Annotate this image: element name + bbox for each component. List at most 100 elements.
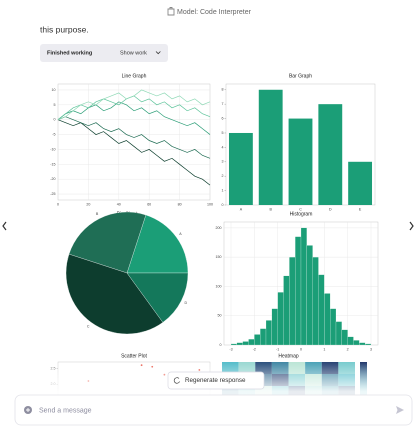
line-series <box>57 116 211 159</box>
regenerate-button[interactable]: Regenerate response <box>167 371 265 390</box>
slice-label: D <box>185 301 188 305</box>
y-tick-label: 0 <box>220 343 222 347</box>
x-tick-label: 3 <box>370 347 372 351</box>
y-tick-label: 0 <box>54 118 56 122</box>
chart-title: Histogram <box>290 211 313 217</box>
y-tick-label: -20 <box>50 177 55 181</box>
x-tick-label: 40 <box>117 202 121 206</box>
y-tick-label: 5 <box>54 103 56 107</box>
hist-bar <box>324 293 331 346</box>
y-tick-label: 4 <box>222 145 224 149</box>
hist-bar <box>265 320 272 346</box>
line-series <box>57 101 211 135</box>
header-bar <box>0 0 420 22</box>
refresh-icon <box>173 377 180 384</box>
y-tick-label: 0 <box>222 203 224 207</box>
line-series <box>57 89 211 121</box>
hist-bar <box>347 336 354 346</box>
y-tick-label: -15 <box>50 162 55 166</box>
x-tick-label: 20 <box>86 202 90 206</box>
y-tick-label: -5 <box>52 133 55 137</box>
x-tick-label: -1 <box>276 347 279 351</box>
x-tick-label: 0 <box>300 347 302 351</box>
x-tick-label: 60 <box>147 202 151 206</box>
send-icon[interactable] <box>396 406 404 414</box>
next-arrow[interactable] <box>409 221 414 231</box>
y-tick-label: 1 <box>222 189 224 193</box>
hist-bar <box>230 343 237 346</box>
x-tick-label: B <box>269 207 272 211</box>
x-tick-label: D <box>329 207 332 211</box>
input-box[interactable] <box>14 394 413 426</box>
hist-bar <box>335 321 342 346</box>
hist-bar <box>353 340 360 346</box>
bar <box>318 104 343 205</box>
regenerate-box[interactable] <box>167 371 265 390</box>
hist-bar <box>271 308 278 346</box>
chevron <box>155 51 161 55</box>
plus-sign <box>26 408 30 412</box>
model-icon <box>167 7 175 16</box>
hist-bar <box>242 341 249 346</box>
bar <box>348 161 373 205</box>
y-tick-label: -10 <box>50 147 55 151</box>
regenerate-label: Regenerate response <box>185 377 246 384</box>
y-tick-label: -25 <box>50 192 55 196</box>
y-tick-label: 100 <box>216 284 222 288</box>
header: Model: Code Interpreter <box>0 0 420 22</box>
y-tick-label: 6 <box>222 117 224 121</box>
x-tick-label: C <box>299 207 302 211</box>
hist-bar <box>365 343 372 346</box>
chart-title: Heatmap <box>278 353 299 359</box>
chart-title: Line Graph <box>122 73 147 79</box>
y-tick-label: 50 <box>218 314 222 318</box>
show-work[interactable]: Show work <box>120 50 147 56</box>
bar <box>288 118 313 205</box>
line-series <box>57 119 211 186</box>
input-placeholder: Send a message <box>39 407 92 414</box>
pie-slice <box>68 211 147 274</box>
hist-bar <box>318 274 325 346</box>
x-tick-label: 100 <box>207 202 213 206</box>
x-tick-label: -3 <box>229 347 232 351</box>
hist-bar <box>341 329 348 346</box>
chart-title: Bar Graph <box>289 73 312 79</box>
work-status[interactable]: Finished working Show work <box>40 44 168 62</box>
prev-arrow[interactable] <box>2 221 7 231</box>
hist-bar <box>306 245 313 346</box>
pie-slice <box>126 214 189 274</box>
plot-area <box>57 83 211 201</box>
hist-bar <box>254 334 261 346</box>
hist-bar <box>283 275 290 346</box>
x-tick-label: 80 <box>178 202 182 206</box>
y-tick-label: 150 <box>216 255 222 259</box>
y-tick-label: 5 <box>222 131 224 135</box>
hist-bar <box>330 308 337 346</box>
hist-bar <box>359 342 366 346</box>
bar <box>228 132 253 205</box>
bar <box>258 89 283 205</box>
slice-label: B <box>96 212 99 216</box>
x-tick-label: 2 <box>347 347 349 351</box>
y-tick-label: 10 <box>52 88 56 92</box>
pie-slice <box>65 253 164 335</box>
hist-bar <box>295 236 302 346</box>
y-tick-label: 3 <box>222 160 224 164</box>
y-tick-label: 7 <box>222 102 224 106</box>
slice-label: A <box>179 232 182 236</box>
x-tick-label: A <box>240 207 243 211</box>
x-tick-label: E <box>359 207 362 211</box>
message-text: this purpose. <box>40 24 89 34</box>
hist-bar <box>312 257 319 346</box>
slice-label: C <box>87 324 90 328</box>
y-tick-label: 8 <box>222 88 224 92</box>
chart-title: Scatter Plot <box>121 353 147 359</box>
pie-slice <box>126 272 189 323</box>
status-bar[interactable] <box>40 44 168 62</box>
hist-bar <box>289 257 296 346</box>
composer: Regenerate response Send a message <box>0 358 420 432</box>
x-tick-label: -2 <box>253 347 256 351</box>
hist-bar <box>300 227 307 346</box>
